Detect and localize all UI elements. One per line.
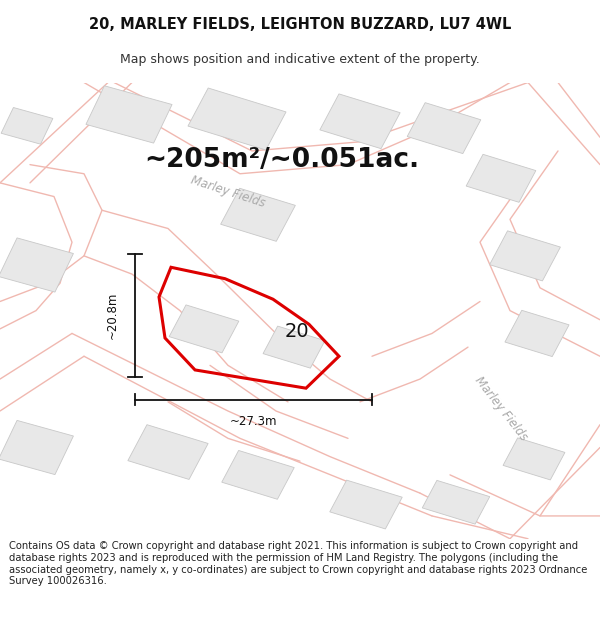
Polygon shape: [0, 421, 73, 474]
Polygon shape: [263, 326, 325, 368]
Polygon shape: [490, 231, 560, 281]
Polygon shape: [503, 438, 565, 480]
Polygon shape: [1, 107, 53, 144]
Text: 20, MARLEY FIELDS, LEIGHTON BUZZARD, LU7 4WL: 20, MARLEY FIELDS, LEIGHTON BUZZARD, LU7…: [89, 18, 511, 32]
Polygon shape: [222, 451, 294, 499]
Text: Marley Fields: Marley Fields: [189, 174, 267, 210]
Text: ~27.3m: ~27.3m: [230, 415, 277, 428]
Polygon shape: [86, 86, 172, 143]
Polygon shape: [320, 94, 400, 149]
Text: Map shows position and indicative extent of the property.: Map shows position and indicative extent…: [120, 53, 480, 66]
Polygon shape: [330, 480, 402, 529]
Polygon shape: [505, 310, 569, 357]
Text: Contains OS data © Crown copyright and database right 2021. This information is : Contains OS data © Crown copyright and d…: [9, 541, 587, 586]
Polygon shape: [128, 424, 208, 479]
Polygon shape: [466, 154, 536, 202]
Text: ~20.8m: ~20.8m: [106, 291, 119, 339]
Polygon shape: [0, 238, 73, 292]
Polygon shape: [407, 102, 481, 154]
Polygon shape: [221, 188, 295, 241]
Polygon shape: [422, 481, 490, 524]
Polygon shape: [169, 305, 239, 353]
Text: ~205m²/~0.051ac.: ~205m²/~0.051ac.: [144, 147, 419, 173]
Polygon shape: [188, 88, 286, 150]
Text: Marley Fields: Marley Fields: [472, 374, 530, 443]
Text: 20: 20: [284, 322, 310, 341]
